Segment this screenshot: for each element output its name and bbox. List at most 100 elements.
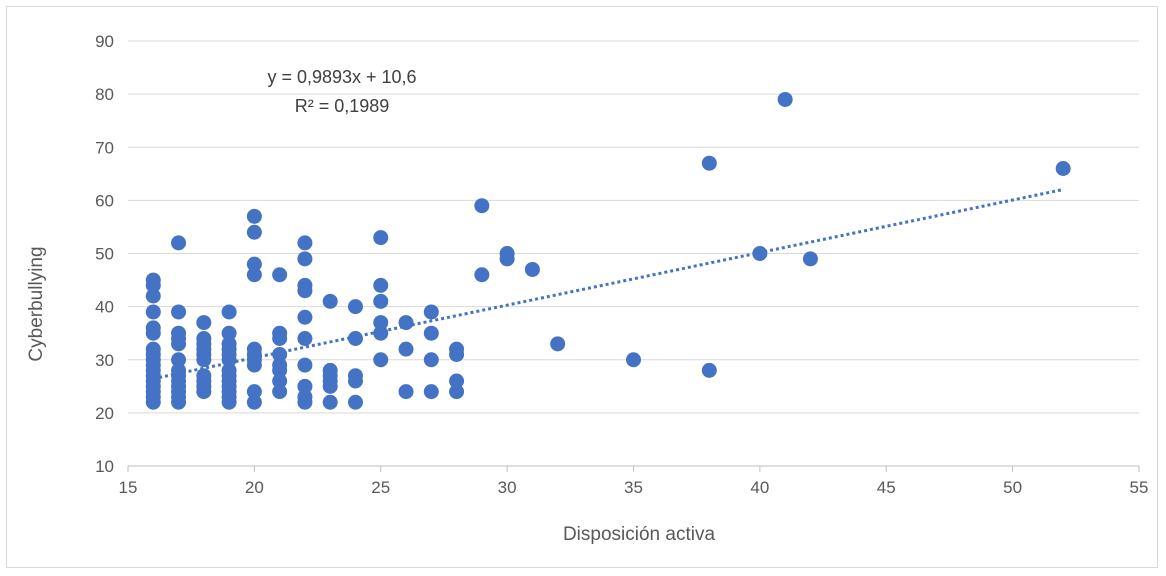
- data-point: [145, 288, 161, 304]
- x-tick-label: 50: [1003, 478, 1022, 497]
- data-point: [297, 309, 313, 325]
- data-point: [398, 384, 414, 400]
- trendline-r-squared: R² = 0,1989: [295, 96, 390, 116]
- trendline: [152, 188, 1064, 381]
- data-point: [626, 352, 641, 368]
- gridlines: [128, 40, 1139, 414]
- data-point: [499, 246, 515, 261]
- y-tick-label: 30: [95, 351, 114, 370]
- data-point: [297, 277, 313, 293]
- data-point: [145, 304, 161, 320]
- x-tick-label: 20: [245, 478, 264, 497]
- data-point: [449, 341, 465, 357]
- data-point: [423, 304, 439, 320]
- data-point: [802, 251, 818, 267]
- y-tick-label: 80: [95, 85, 114, 104]
- data-point: [221, 362, 237, 378]
- data-point: [347, 299, 363, 315]
- data-point: [1055, 161, 1071, 176]
- data-point: [272, 357, 288, 373]
- tick-labels: 10 20 30 40 50 60 70 80 90 15 20 25 30 35 40 45 50 55: [95, 32, 1148, 497]
- data-point: [347, 368, 363, 384]
- data-point: [171, 352, 187, 368]
- data-point: [246, 224, 262, 240]
- data-point: [272, 373, 288, 389]
- data-point: [246, 256, 262, 272]
- y-tick-label: 50: [95, 245, 114, 264]
- y-tick-label: 90: [95, 32, 114, 51]
- data-point: [196, 315, 212, 331]
- data-point: [373, 230, 389, 246]
- data-point: [373, 277, 389, 293]
- data-point: [373, 352, 389, 368]
- data-point: [196, 368, 212, 384]
- data-point: [246, 384, 262, 400]
- data-point: [297, 357, 313, 373]
- data-point: [449, 373, 465, 389]
- data-point: [145, 272, 161, 288]
- trendline-line: [152, 188, 1064, 381]
- x-tick-label: 35: [624, 478, 643, 497]
- data-point: [297, 378, 313, 394]
- data-point: [246, 267, 262, 283]
- y-tick-label: 10: [95, 457, 114, 476]
- data-point: [474, 267, 490, 283]
- y-axis-title: Cyberbullying: [26, 246, 47, 361]
- data-points: [145, 91, 1071, 410]
- data-point: [171, 325, 187, 341]
- data-point: [196, 331, 212, 346]
- data-point: [423, 352, 439, 368]
- data-point: [272, 325, 288, 341]
- data-point: [221, 325, 237, 341]
- x-axis-title: Disposición activa: [563, 524, 715, 545]
- data-point: [145, 341, 161, 357]
- data-point: [449, 384, 465, 400]
- data-point: [398, 341, 414, 357]
- data-point: [272, 346, 288, 362]
- data-point: [171, 362, 187, 378]
- data-point: [297, 389, 313, 405]
- data-point: [701, 362, 717, 378]
- data-point: [272, 267, 288, 283]
- data-point: [777, 91, 793, 107]
- data-point: [373, 325, 389, 341]
- data-point: [701, 155, 717, 171]
- data-point: [297, 235, 313, 251]
- data-point: [246, 394, 262, 410]
- data-point: [272, 384, 288, 400]
- data-point: [221, 336, 237, 352]
- x-tick-label: 40: [750, 478, 769, 497]
- y-tick-label: 20: [95, 404, 114, 423]
- y-tick-label: 40: [95, 298, 114, 317]
- data-point: [423, 325, 439, 341]
- x-tick-label: 30: [498, 478, 517, 497]
- x-tick-label: 45: [877, 478, 896, 497]
- data-point: [297, 331, 313, 346]
- chart-frame: [6, 6, 1158, 568]
- data-point: [550, 336, 566, 352]
- data-point: [171, 235, 187, 251]
- data-point: [246, 341, 262, 357]
- data-point: [322, 362, 338, 378]
- y-tick-label: 60: [95, 191, 114, 210]
- data-point: [297, 251, 313, 267]
- data-point: [373, 293, 389, 309]
- data-point: [322, 394, 338, 410]
- axes: [127, 465, 1140, 472]
- data-point: [524, 261, 540, 277]
- data-point: [423, 384, 439, 400]
- data-point: [373, 315, 389, 331]
- data-point: [752, 246, 768, 261]
- x-tick-label: 25: [371, 478, 390, 497]
- data-point: [145, 320, 161, 336]
- x-tick-label: 15: [119, 478, 138, 497]
- data-point: [171, 304, 187, 320]
- data-point: [347, 331, 363, 346]
- data-point: [221, 304, 237, 320]
- data-point: [246, 208, 262, 224]
- x-tick-label: 55: [1130, 478, 1149, 497]
- data-point: [474, 198, 490, 214]
- data-point: [347, 394, 363, 410]
- y-tick-label: 70: [95, 138, 114, 157]
